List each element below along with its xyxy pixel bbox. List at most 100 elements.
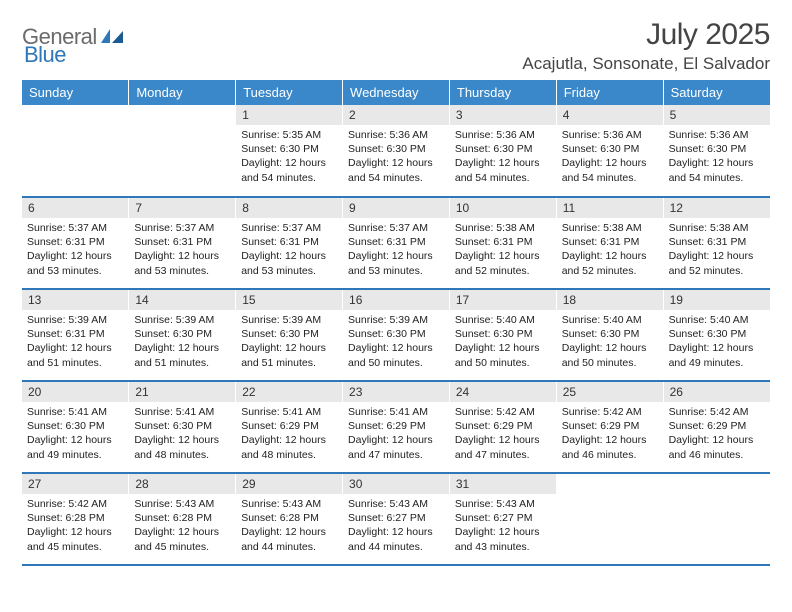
day-content: Sunrise: 5:41 AMSunset: 6:29 PMDaylight:… bbox=[236, 402, 342, 466]
day-content: Sunrise: 5:36 AMSunset: 6:30 PMDaylight:… bbox=[557, 125, 663, 189]
day-number: 5 bbox=[664, 105, 770, 125]
sunrise-line: Sunrise: 5:36 AM bbox=[455, 128, 551, 142]
day-content: Sunrise: 5:38 AMSunset: 6:31 PMDaylight:… bbox=[664, 218, 770, 282]
sunset-line: Sunset: 6:29 PM bbox=[562, 419, 658, 433]
day-number: 8 bbox=[236, 198, 342, 218]
day-number: 31 bbox=[450, 474, 556, 494]
sunrise-line: Sunrise: 5:41 AM bbox=[134, 405, 230, 419]
sunrise-line: Sunrise: 5:41 AM bbox=[27, 405, 123, 419]
calendar-cell: 31 Sunrise: 5:43 AMSunset: 6:27 PMDayligh… bbox=[449, 473, 556, 565]
day-content: Sunrise: 5:43 AMSunset: 6:28 PMDaylight:… bbox=[236, 494, 342, 558]
calendar-week-row: 6Sunrise: 5:37 AMSunset: 6:31 PMDaylight… bbox=[22, 197, 770, 289]
calendar-cell: 26Sunrise: 5:42 AMSunset: 6:29 PMDayligh… bbox=[663, 381, 770, 473]
day-number: 24 bbox=[450, 382, 556, 402]
sunset-line: Sunset: 6:31 PM bbox=[27, 235, 123, 249]
day-number: 4 bbox=[557, 105, 663, 125]
daylight-line: Daylight: 12 hours and 47 minutes. bbox=[348, 433, 444, 461]
sunrise-line: Sunrise: 5:40 AM bbox=[669, 313, 765, 327]
day-number: 17 bbox=[450, 290, 556, 310]
daylight-line: Daylight: 12 hours and 51 minutes. bbox=[241, 341, 337, 369]
page-header: General July 2025 Acajutla, Sonsonate, E… bbox=[22, 18, 770, 74]
day-number: 16 bbox=[343, 290, 449, 310]
sunrise-line: Sunrise: 5:40 AM bbox=[562, 313, 658, 327]
day-content: Sunrise: 5:36 AMSunset: 6:30 PMDaylight:… bbox=[343, 125, 449, 189]
weekday-header: Saturday bbox=[663, 80, 770, 105]
sunrise-line: Sunrise: 5:36 AM bbox=[562, 128, 658, 142]
day-number: 25 bbox=[557, 382, 663, 402]
daylight-line: Daylight: 12 hours and 52 minutes. bbox=[669, 249, 765, 277]
day-number: 14 bbox=[129, 290, 235, 310]
calendar-cell: 2Sunrise: 5:36 AMSunset: 6:30 PMDaylight… bbox=[343, 105, 450, 197]
sunrise-line: Sunrise: 5:42 AM bbox=[562, 405, 658, 419]
calendar-cell: 16Sunrise: 5:39 AMSunset: 6:30 PMDayligh… bbox=[343, 289, 450, 381]
calendar-week-row: 20Sunrise: 5:41 AMSunset: 6:30 PMDayligh… bbox=[22, 381, 770, 473]
sunrise-line: Sunrise: 5:40 AM bbox=[455, 313, 551, 327]
day-content: Sunrise: 5:36 AMSunset: 6:30 PMDaylight:… bbox=[664, 125, 770, 189]
weekday-header: Monday bbox=[129, 80, 236, 105]
sunset-line: Sunset: 6:28 PM bbox=[134, 511, 230, 525]
sunrise-line: Sunrise: 5:39 AM bbox=[27, 313, 123, 327]
day-content: Sunrise: 5:36 AMSunset: 6:30 PMDaylight:… bbox=[450, 125, 556, 189]
month-title: July 2025 bbox=[522, 18, 770, 52]
sunset-line: Sunset: 6:27 PM bbox=[348, 511, 444, 525]
sunrise-line: Sunrise: 5:39 AM bbox=[241, 313, 337, 327]
sunrise-line: Sunrise: 5:37 AM bbox=[348, 221, 444, 235]
calendar-cell: 30Sunrise: 5:43 AMSunset: 6:27 PMDayligh… bbox=[343, 473, 450, 565]
day-number: 15 bbox=[236, 290, 342, 310]
daylight-line: Daylight: 12 hours and 54 minutes. bbox=[669, 156, 765, 184]
calendar-cell: 23Sunrise: 5:41 AMSunset: 6:29 PMDayligh… bbox=[343, 381, 450, 473]
calendar-cell: 18Sunrise: 5:40 AMSunset: 6:30 PMDayligh… bbox=[556, 289, 663, 381]
day-content: Sunrise: 5:38 AMSunset: 6:31 PMDaylight:… bbox=[557, 218, 663, 282]
calendar-cell: 9Sunrise: 5:37 AMSunset: 6:31 PMDaylight… bbox=[343, 197, 450, 289]
day-content: Sunrise: 5:37 AMSunset: 6:31 PMDaylight:… bbox=[343, 218, 449, 282]
day-number: 11 bbox=[557, 198, 663, 218]
sunset-line: Sunset: 6:31 PM bbox=[241, 235, 337, 249]
day-number: 2 bbox=[343, 105, 449, 125]
sunrise-line: Sunrise: 5:39 AM bbox=[134, 313, 230, 327]
day-number: 19 bbox=[664, 290, 770, 310]
calendar-cell: 11Sunrise: 5:38 AMSunset: 6:31 PMDayligh… bbox=[556, 197, 663, 289]
sunrise-line: Sunrise: 5:43 AM bbox=[455, 497, 551, 511]
day-number: 23 bbox=[343, 382, 449, 402]
calendar-week-row: 13Sunrise: 5:39 AMSunset: 6:31 PMDayligh… bbox=[22, 289, 770, 381]
daylight-line: Daylight: 12 hours and 53 minutes. bbox=[27, 249, 123, 277]
day-content: Sunrise: 5:39 AMSunset: 6:30 PMDaylight:… bbox=[343, 310, 449, 374]
sunset-line: Sunset: 6:30 PM bbox=[562, 142, 658, 156]
sunset-line: Sunset: 6:31 PM bbox=[562, 235, 658, 249]
sunrise-line: Sunrise: 5:43 AM bbox=[348, 497, 444, 511]
calendar-cell: 4Sunrise: 5:36 AMSunset: 6:30 PMDaylight… bbox=[556, 105, 663, 197]
day-number: 28 bbox=[129, 474, 235, 494]
calendar-cell: 14Sunrise: 5:39 AMSunset: 6:30 PMDayligh… bbox=[129, 289, 236, 381]
sunrise-line: Sunrise: 5:42 AM bbox=[455, 405, 551, 419]
sunset-line: Sunset: 6:29 PM bbox=[241, 419, 337, 433]
sunrise-line: Sunrise: 5:38 AM bbox=[669, 221, 765, 235]
daylight-line: Daylight: 12 hours and 48 minutes. bbox=[134, 433, 230, 461]
day-content: Sunrise: 5:42 AMSunset: 6:29 PMDaylight:… bbox=[557, 402, 663, 466]
daylight-line: Daylight: 12 hours and 44 minutes. bbox=[241, 525, 337, 553]
sunrise-line: Sunrise: 5:37 AM bbox=[134, 221, 230, 235]
calendar-cell: 28Sunrise: 5:43 AMSunset: 6:28 PMDayligh… bbox=[129, 473, 236, 565]
calendar-table: SundayMondayTuesdayWednesdayThursdayFrid… bbox=[22, 80, 770, 566]
day-number: 29 bbox=[236, 474, 342, 494]
sunset-line: Sunset: 6:27 PM bbox=[455, 511, 551, 525]
sunrise-line: Sunrise: 5:38 AM bbox=[455, 221, 551, 235]
calendar-cell: 1Sunrise: 5:35 AMSunset: 6:30 PMDaylight… bbox=[236, 105, 343, 197]
day-number: 7 bbox=[129, 198, 235, 218]
sunrise-line: Sunrise: 5:42 AM bbox=[669, 405, 765, 419]
sunset-line: Sunset: 6:31 PM bbox=[348, 235, 444, 249]
calendar-cell: 5Sunrise: 5:36 AMSunset: 6:30 PMDaylight… bbox=[663, 105, 770, 197]
weekday-header: Thursday bbox=[449, 80, 556, 105]
day-content: Sunrise: 5:40 AMSunset: 6:30 PMDaylight:… bbox=[450, 310, 556, 374]
sunset-line: Sunset: 6:29 PM bbox=[669, 419, 765, 433]
sunset-line: Sunset: 6:31 PM bbox=[455, 235, 551, 249]
daylight-line: Daylight: 12 hours and 43 minutes. bbox=[455, 525, 551, 553]
daylight-line: Daylight: 12 hours and 48 minutes. bbox=[241, 433, 337, 461]
daylight-line: Daylight: 12 hours and 45 minutes. bbox=[27, 525, 123, 553]
calendar-cell: .. bbox=[663, 473, 770, 565]
sunset-line: Sunset: 6:31 PM bbox=[669, 235, 765, 249]
day-content: Sunrise: 5:43 AMSunset: 6:27 PMDaylight:… bbox=[343, 494, 449, 558]
calendar-week-row: 27Sunrise: 5:42 AMSunset: 6:28 PMDayligh… bbox=[22, 473, 770, 565]
calendar-cell: .. bbox=[556, 473, 663, 565]
daylight-line: Daylight: 12 hours and 47 minutes. bbox=[455, 433, 551, 461]
daylight-line: Daylight: 12 hours and 46 minutes. bbox=[669, 433, 765, 461]
